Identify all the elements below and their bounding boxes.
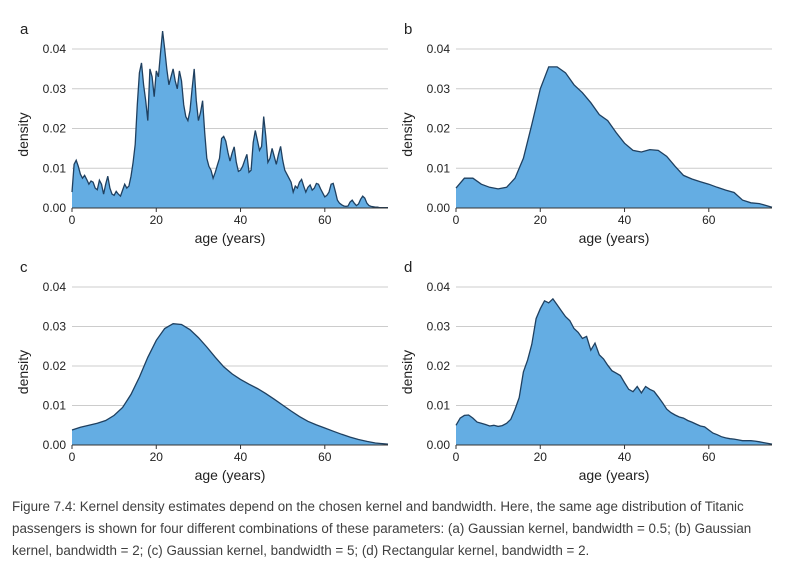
- y-tick-label: 0.04: [427, 280, 451, 294]
- y-tick-label: 0.03: [43, 82, 67, 96]
- figure-caption: Figure 7.4: Kernel density estimates dep…: [12, 499, 752, 558]
- y-tick-label: 0.01: [427, 399, 451, 413]
- density-area: [72, 323, 388, 445]
- x-tick-label: 0: [69, 213, 76, 227]
- y-tick-label: 0.02: [427, 359, 451, 373]
- x-tick-label: 0: [453, 450, 460, 464]
- y-tick-label: 0.01: [427, 161, 451, 175]
- x-axis-label: age (years): [579, 230, 650, 246]
- figure-canvas: 0.00 0.01 0.02 0.03 0.04 0 20 40 60 age (years) de…: [15, 21, 773, 483]
- x-tick-label: 60: [702, 450, 716, 464]
- y-axis-label: density: [15, 350, 31, 394]
- x-tick-label: 40: [234, 213, 248, 227]
- density-line: [455, 297, 773, 445]
- x-tick-label: 60: [702, 213, 716, 227]
- x-tick-label: 40: [618, 213, 632, 227]
- panel-c: 0.00 0.01 0.02 0.03 0.04 0 20 40 60 age (years) de…: [15, 259, 389, 483]
- y-tick-label: 0.01: [43, 161, 67, 175]
- x-tick-label: 20: [150, 213, 164, 227]
- x-tick-label: 60: [318, 213, 332, 227]
- y-tick-label: 0.03: [43, 320, 67, 334]
- density-area: [456, 66, 772, 209]
- x-axis-label: age (years): [579, 467, 650, 483]
- x-tick-label: 0: [453, 213, 460, 227]
- panel-label: d: [404, 259, 412, 276]
- y-tick-label: 0.04: [427, 42, 451, 56]
- y-tick-label: 0.00: [43, 201, 67, 215]
- y-axis-label: density: [15, 112, 31, 156]
- y-tick-label: 0.02: [427, 122, 451, 136]
- panel-label: c: [20, 259, 28, 276]
- panel-label: b: [404, 21, 412, 38]
- x-tick-label: 0: [69, 450, 76, 464]
- x-axis-label: age (years): [195, 230, 266, 246]
- y-tick-label: 0.01: [43, 399, 67, 413]
- density-line: [455, 66, 773, 208]
- x-tick-label: 40: [618, 450, 632, 464]
- panel-d: 0.00 0.01 0.02 0.03 0.04 0 20 40 60 age (years) de…: [399, 259, 773, 483]
- x-axis-label: age (years): [195, 467, 266, 483]
- x-tick-label: 20: [150, 450, 164, 464]
- y-tick-label: 0.03: [427, 82, 451, 96]
- y-tick-label: 0.00: [427, 201, 451, 215]
- x-tick-label: 40: [234, 450, 248, 464]
- y-tick-label: 0.03: [427, 320, 451, 334]
- density-line: [71, 323, 389, 445]
- y-tick-label: 0.02: [43, 122, 67, 136]
- panel-label: a: [20, 21, 29, 38]
- panel-a: 0.00 0.01 0.02 0.03 0.04 0 20 40 60 age (years) de…: [15, 21, 388, 246]
- y-axis-label: density: [399, 350, 415, 394]
- y-axis-label: density: [399, 112, 415, 156]
- y-tick-label: 0.04: [43, 280, 67, 294]
- y-tick-label: 0.02: [43, 359, 67, 373]
- density-area: [72, 31, 388, 208]
- x-tick-label: 20: [534, 450, 548, 464]
- panel-b: 0.00 0.01 0.02 0.03 0.04 0 20 40 60 age (years) de…: [399, 21, 773, 246]
- y-tick-label: 0.00: [427, 438, 451, 452]
- x-tick-label: 60: [318, 450, 332, 464]
- y-tick-label: 0.00: [43, 438, 67, 452]
- density-line: [71, 31, 388, 209]
- x-tick-label: 20: [534, 213, 548, 227]
- y-tick-label: 0.04: [43, 42, 67, 56]
